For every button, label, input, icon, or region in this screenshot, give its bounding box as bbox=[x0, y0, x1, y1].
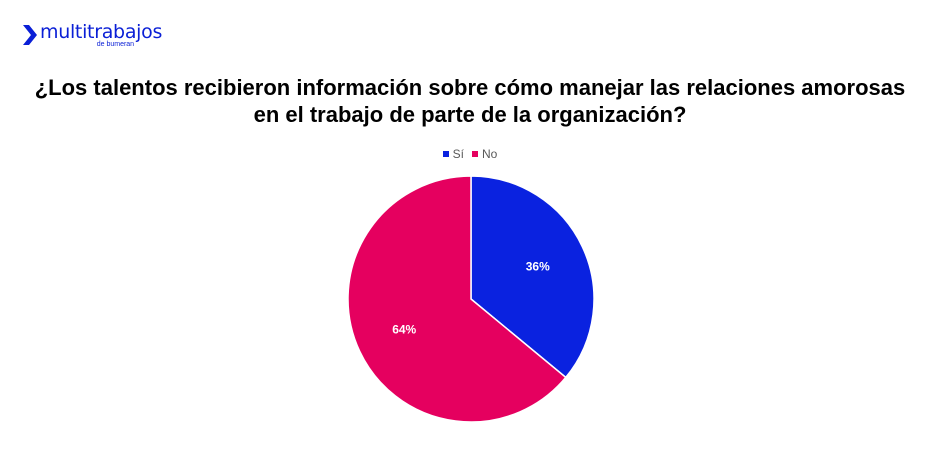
brand-tagline: de bumeran bbox=[96, 41, 135, 48]
chevron-right-icon bbox=[23, 25, 37, 45]
pie-slice-si bbox=[470, 175, 595, 379]
legend-entry-si: Sí bbox=[442, 147, 464, 161]
data-label-no: 64% bbox=[392, 323, 416, 337]
legend-swatch-no bbox=[472, 151, 478, 157]
brand-name: multitrabajos bbox=[40, 21, 163, 43]
legend-label-no: No bbox=[482, 147, 498, 161]
legend-label-si: Sí bbox=[452, 147, 464, 161]
legend-swatch-si bbox=[442, 151, 449, 157]
chart-legend: Sí No bbox=[0, 147, 940, 161]
data-label-si: 36% bbox=[526, 260, 550, 274]
pie-slice-no bbox=[347, 175, 567, 423]
brand-logo: multitrabajos de bumeran bbox=[22, 22, 162, 49]
chart-title: ¿Los talentos recibieron información sob… bbox=[34, 75, 906, 127]
legend-entry-no: No bbox=[472, 147, 497, 161]
